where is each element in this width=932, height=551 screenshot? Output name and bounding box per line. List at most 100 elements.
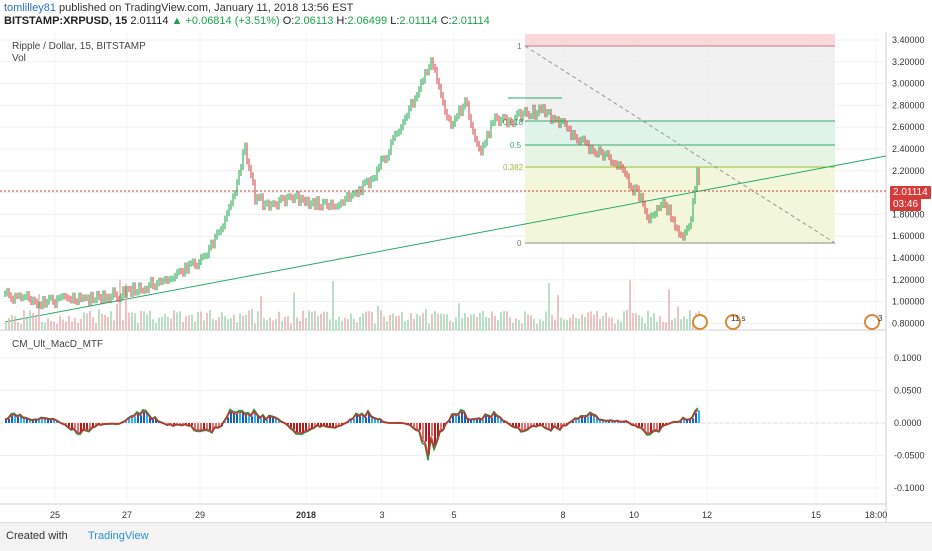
volume-bar [563,319,565,330]
macd-histogram-bar [206,423,208,429]
indicator-legend[interactable]: CM_Ult_MacD_MTF [12,339,103,350]
volume-bar [599,319,601,330]
macd-histogram-bar [245,415,247,423]
macd-histogram-bar [197,423,199,430]
macd-histogram-bar [644,423,646,430]
low-value: 2.01114 [399,15,437,27]
volume-bar [146,314,148,330]
volume-bar [53,322,55,330]
volume-bar [86,314,88,330]
volume-bar [74,318,76,330]
volume-bar [116,304,118,330]
main-legend[interactable]: Ripple / Dollar, 15, BITSTAMP [12,41,146,52]
volume-bar [14,316,16,330]
volume-bar [44,322,46,330]
volume-bar [89,311,91,330]
price-tick-label: 3.00000 [892,79,925,89]
volume-bar [185,316,187,330]
macd-histogram-bar [698,410,700,423]
close-label: C: [441,15,452,27]
volume-bar [290,324,292,330]
volume-bar [257,311,259,330]
macd-histogram-bar [77,423,79,432]
volume-bar [80,319,82,330]
volume-bar [155,323,157,330]
volume-bar [548,283,550,330]
volume-bar [485,317,487,330]
price-tick-label: 1.00000 [892,297,925,307]
volume-bar [188,315,190,330]
volume-bar [77,323,79,330]
volume-bar [497,320,499,330]
volume-bar [101,314,103,330]
volume-bar [524,311,526,330]
volume-bar [251,309,253,330]
volume-bar [602,316,604,330]
macd-histogram-bar [521,423,523,431]
volume-bar [668,289,670,330]
volume-bar [140,311,142,330]
volume-bar [686,319,688,330]
volume-bar [104,315,106,330]
volume-bar [281,321,283,330]
volume-bar [479,313,481,330]
volume-bar [308,311,310,330]
volume-bar [671,320,673,330]
volume-bar [365,311,367,330]
footer-brand-link[interactable]: TradingView [88,530,149,542]
volume-bar [407,320,409,330]
volume-bar [425,309,427,330]
volume-bar [8,318,10,330]
volume-bar [554,320,556,330]
volume-bar [449,321,451,330]
volume-bar [536,324,538,330]
macd-histogram-bar [416,423,418,429]
price-axis[interactable]: 3.400003.200003.000002.800002.600002.400… [892,35,925,328]
volume-bar [470,315,472,330]
volume-bar [350,314,352,330]
volume-bar [689,310,691,330]
volume-bar [422,313,424,330]
volume-bar [203,320,205,330]
macd-histogram-bar [200,423,202,430]
volume-bar [329,319,331,330]
volume-bar [512,323,514,330]
volume-bar [593,315,595,330]
author-link[interactable]: tomlilley81 [4,2,56,14]
volume-bar [176,312,178,330]
volume-bar [605,312,607,330]
volume-bar [113,320,115,330]
time-tick-label: 5 [451,510,456,520]
volume-bar [653,313,655,330]
volume-bar [458,303,460,330]
volume-bar [374,324,376,330]
close-value: 2.01114 [452,15,490,27]
volume-bar [590,311,592,330]
time-tick-label: 12 [702,510,712,520]
volume-legend[interactable]: Vol [12,53,26,64]
event-flag-icon[interactable] [865,315,879,329]
volume-bar [233,315,235,330]
fib-retracement[interactable]: 1 0.618 0.5 0.382 0 [503,34,835,248]
volume-bar [200,312,202,330]
last-price: 2.01114 [130,15,168,27]
volume-bar [467,317,469,330]
volume-bar [143,311,145,330]
event-count-1: 11 s [731,314,746,323]
volume-bar [260,296,262,330]
chart-canvas[interactable]: 1 0.618 0.5 0.382 0 3.400003.200003.0000… [0,32,932,522]
volume-bar [341,321,343,330]
volume-bar [530,315,532,330]
volume-bar [557,295,559,330]
volume-bar [302,311,304,330]
volume-bar [416,314,418,330]
event-flag-icon[interactable] [693,315,707,329]
volume-bar [335,320,337,330]
price-tick-label: 2.40000 [892,144,925,154]
volume-bar [503,311,505,330]
macd-histogram-bar [461,412,463,423]
macd-histogram-bar [455,415,457,423]
price-tick-label: 2.60000 [892,122,925,132]
volume-bar [161,317,163,330]
